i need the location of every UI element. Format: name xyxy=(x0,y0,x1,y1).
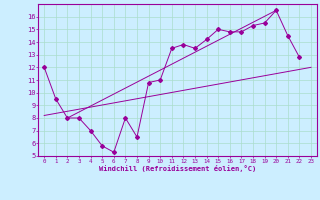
X-axis label: Windchill (Refroidissement éolien,°C): Windchill (Refroidissement éolien,°C) xyxy=(99,165,256,172)
